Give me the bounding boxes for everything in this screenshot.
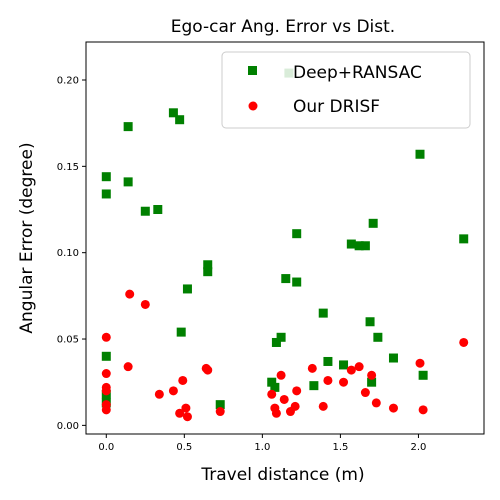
point-deep-ransac-28 [346, 239, 356, 249]
point-deep-ransac-0 [101, 189, 111, 199]
point-our-drisf-14 [182, 412, 192, 422]
point-our-drisf-22 [279, 394, 289, 404]
point-our-drisf-6 [123, 362, 133, 372]
point-deep-ransac-24 [309, 381, 319, 391]
y-tick-label: 0.05 [57, 335, 79, 346]
point-our-drisf-27 [318, 401, 328, 411]
point-deep-ransac-18 [271, 337, 281, 347]
point-our-drisf-25 [292, 386, 302, 396]
point-deep-ransac-8 [153, 205, 163, 215]
point-deep-ransac-35 [388, 353, 398, 363]
legend-box [221, 51, 471, 129]
legend-label-deep-ransac: Deep+RANSAC [293, 63, 422, 83]
point-our-drisf-3 [101, 386, 111, 396]
point-deep-ransac-32 [367, 377, 377, 387]
point-our-drisf-36 [415, 358, 425, 368]
point-our-drisf-7 [125, 289, 135, 299]
point-deep-ransac-12 [182, 284, 192, 294]
point-deep-ransac-6 [123, 177, 133, 187]
y-tick-label: 0.00 [57, 421, 79, 432]
chart-title: Ego-car Ang. Error vs Dist. [171, 17, 395, 37]
point-our-drisf-8 [140, 299, 150, 309]
legend-marker-our-drisf [248, 101, 258, 111]
point-our-drisf-11 [175, 408, 185, 418]
point-deep-ransac-38 [459, 234, 469, 244]
y-tick-label: 0.15 [57, 162, 79, 173]
point-deep-ransac-15 [215, 400, 225, 410]
y-axis-label: Angular Error (degree) [17, 142, 37, 333]
legend: Deep+RANSAC Our DRISF [221, 51, 471, 129]
point-our-drisf-21 [276, 370, 286, 380]
y-tick-label: 0.20 [57, 75, 79, 86]
point-deep-ransac-31 [365, 317, 375, 327]
point-deep-ransac-29 [354, 241, 364, 251]
plot-frame [85, 41, 485, 435]
point-our-drisf-35 [388, 403, 398, 413]
point-deep-ransac-17 [270, 382, 280, 392]
point-our-drisf-20 [271, 408, 281, 418]
point-deep-ransac-5 [123, 122, 133, 132]
y-axis: 0.00 0.05 0.10 0.15 0.20 [57, 75, 86, 432]
x-tick-label: 1.0 [254, 442, 270, 453]
point-deep-ransac-9 [168, 108, 178, 118]
point-deep-ransac-19 [276, 332, 286, 342]
point-our-drisf-31 [354, 362, 364, 372]
point-our-drisf-5 [101, 405, 111, 415]
point-our-drisf-17 [215, 407, 225, 417]
point-deep-ransac-10 [175, 115, 185, 125]
x-tick-label: 0.0 [98, 442, 114, 453]
point-our-drisf-29 [339, 377, 349, 387]
point-deep-ransac-26 [323, 356, 333, 366]
x-axis: 0.0 0.5 1.0 1.5 2.0 [98, 434, 426, 453]
point-our-drisf-18 [267, 389, 277, 399]
point-deep-ransac-2 [101, 351, 111, 361]
y-tick-label: 0.10 [57, 248, 79, 259]
point-deep-ransac-37 [418, 370, 428, 380]
point-deep-ransac-34 [373, 332, 383, 342]
point-our-drisf-26 [307, 363, 317, 373]
point-deep-ransac-1 [101, 172, 111, 182]
point-our-drisf-32 [360, 388, 370, 398]
point-deep-ransac-23 [292, 277, 302, 287]
point-our-drisf-24 [290, 401, 300, 411]
point-our-drisf-1 [101, 369, 111, 379]
point-deep-ransac-36 [415, 149, 425, 159]
point-our-drisf-16 [203, 365, 213, 375]
legend-label-our-drisf: Our DRISF [293, 97, 380, 117]
point-our-drisf-10 [168, 386, 178, 396]
point-our-drisf-37 [418, 405, 428, 415]
point-our-drisf-28 [323, 375, 333, 385]
point-our-drisf-9 [154, 389, 164, 399]
point-deep-ransac-16 [267, 377, 277, 387]
point-our-drisf-33 [367, 370, 377, 380]
x-axis-label: Travel distance (m) [200, 465, 364, 485]
point-deep-ransac-25 [318, 308, 328, 318]
point-our-drisf-13 [181, 403, 191, 413]
point-our-drisf-38 [459, 337, 469, 347]
point-deep-ransac-13 [203, 260, 213, 270]
point-deep-ransac-22 [292, 229, 302, 239]
point-deep-ransac-14 [203, 267, 213, 277]
x-tick-label: 0.5 [176, 442, 192, 453]
point-our-drisf-34 [371, 398, 381, 408]
point-our-drisf-30 [346, 365, 356, 375]
x-tick-label: 1.5 [332, 442, 348, 453]
point-deep-ransac-11 [176, 327, 186, 337]
point-deep-ransac-27 [339, 360, 349, 370]
point-deep-ransac-33 [368, 218, 378, 228]
legend-marker-deep-ransac [248, 66, 257, 75]
point-our-drisf-12 [178, 375, 188, 385]
point-deep-ransac-30 [360, 241, 370, 251]
point-our-drisf-0 [101, 332, 111, 342]
x-tick-label: 2.0 [410, 442, 426, 453]
point-deep-ransac-20 [281, 274, 291, 284]
point-deep-ransac-7 [140, 206, 150, 216]
